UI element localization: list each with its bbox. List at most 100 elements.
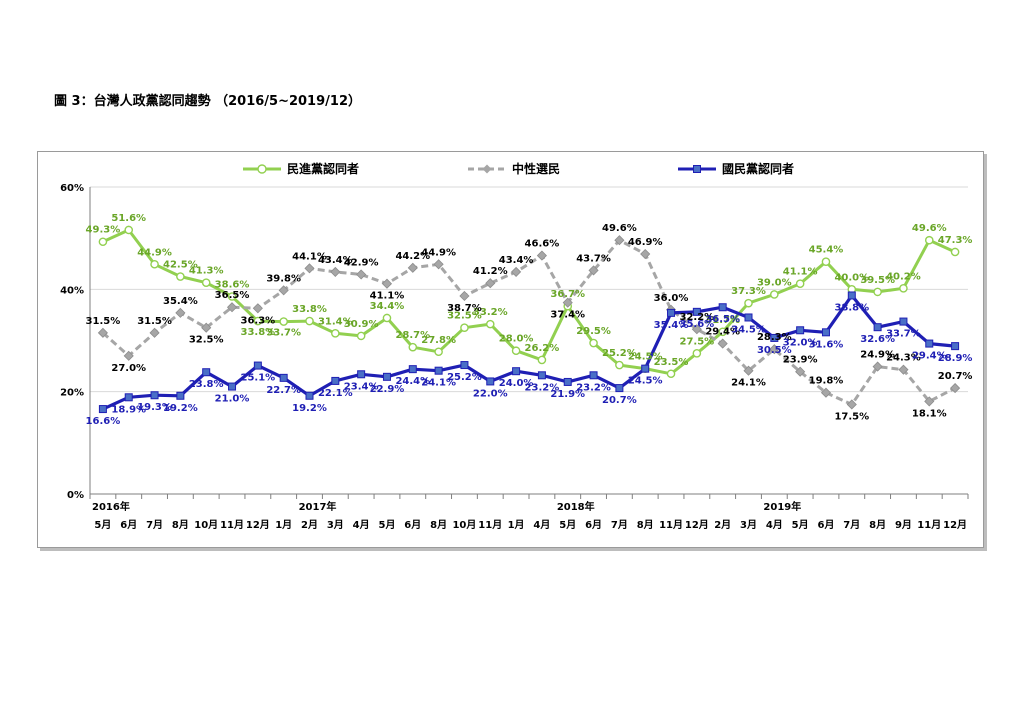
- x-tick-label: 1月: [508, 519, 525, 531]
- data-label: 16.6%: [86, 416, 121, 427]
- data-point: [408, 342, 418, 352]
- data-point: [950, 383, 961, 394]
- data-point: [640, 248, 651, 260]
- data-label: 31.5%: [137, 316, 172, 327]
- data-label: 36.3%: [241, 315, 276, 326]
- data-label: 21.0%: [215, 394, 250, 405]
- data-label: 41.1%: [783, 267, 818, 278]
- data-point: [123, 350, 134, 361]
- data-label: 42.9%: [344, 257, 379, 268]
- x-year-label: 2019年: [763, 500, 801, 513]
- data-label: 29.4%: [912, 351, 947, 362]
- data-label: 41.2%: [473, 266, 508, 277]
- data-point: [615, 360, 624, 370]
- x-axis: 5月 6月 7月 8月 10月 11月 12月 1月 2月 3月 4月 5月 6月 8月 10月 11月 1月 4…: [89, 493, 969, 531]
- data-label: 37.3%: [731, 286, 766, 297]
- data-label: 35.4%: [654, 320, 689, 331]
- x-tick-label: 8月: [869, 519, 886, 531]
- data-label: 33.8%: [292, 304, 327, 315]
- data-label: 49.3%: [86, 225, 121, 236]
- data-point: [537, 355, 547, 365]
- y-tick-label: 20%: [60, 388, 84, 399]
- data-point: [408, 365, 417, 374]
- data-label: 44.2%: [395, 251, 430, 262]
- data-point: [460, 323, 469, 333]
- y-tick-label: 0%: [67, 490, 84, 501]
- data-label: 24.1%: [731, 378, 766, 389]
- data-label: 47.3%: [938, 235, 973, 246]
- x-tick-label: 6月: [585, 519, 602, 531]
- data-label: 32.0%: [783, 337, 818, 348]
- x-year-label: 2017年: [299, 500, 337, 513]
- party-identification-line-chart: 0%20%40%60% 5月 6月 7月 8月 10月 11月 12月 1月 2月 3月 4月 5月 6…: [60, 161, 973, 531]
- y-tick-label: 40%: [60, 285, 84, 296]
- data-point: [253, 361, 262, 370]
- data-label: 29.4%: [705, 327, 740, 338]
- x-tick-label: 4月: [533, 519, 550, 531]
- data-point: [97, 327, 108, 338]
- data-label: 41.1%: [370, 291, 405, 302]
- x-tick-label: 12月: [943, 519, 967, 531]
- data-label: 32.2%: [680, 312, 715, 323]
- data-label: 24.3%: [886, 353, 921, 364]
- data-label: 31.6%: [809, 339, 844, 350]
- data-label: 24.5%: [628, 352, 663, 363]
- series-lines: [101, 228, 956, 411]
- data-label: 37.4%: [550, 310, 585, 321]
- data-point: [227, 292, 237, 301]
- data-point: [357, 370, 366, 379]
- data-point: [226, 302, 238, 313]
- data-label: 18.1%: [912, 408, 947, 419]
- x-tick-label: 8月: [637, 519, 654, 531]
- data-label: 49.6%: [602, 223, 637, 234]
- data-label: 31.7%: [705, 315, 740, 326]
- data-point: [820, 387, 832, 398]
- legend-marker: [257, 164, 267, 174]
- data-label: 23.8%: [189, 379, 224, 390]
- data-point: [821, 328, 830, 337]
- x-tick-label: 7月: [146, 519, 163, 531]
- data-label: 39.8%: [266, 273, 301, 284]
- data-point: [305, 316, 314, 326]
- data-label: 32.5%: [189, 335, 224, 346]
- x-tick-label: 5月: [94, 519, 111, 531]
- data-label: 42.5%: [163, 260, 198, 271]
- data-point: [150, 391, 159, 400]
- data-label: 32.5%: [447, 311, 482, 322]
- data-point: [331, 376, 340, 385]
- data-point: [692, 348, 702, 358]
- data-label: 28.9%: [938, 353, 973, 364]
- data-label: 19.2%: [292, 403, 327, 414]
- data-point: [769, 344, 780, 355]
- data-point: [589, 338, 598, 348]
- data-point: [305, 391, 314, 400]
- data-point: [536, 250, 547, 261]
- data-point: [717, 338, 728, 349]
- data-label: 31.4%: [318, 316, 353, 327]
- data-label: 19.2%: [163, 403, 198, 414]
- x-tick-label: 4月: [353, 519, 370, 531]
- data-label: 21.9%: [550, 389, 585, 400]
- data-label: 40.0%: [834, 272, 869, 283]
- data-label: 36.0%: [654, 293, 689, 304]
- data-label: 44.9%: [137, 247, 172, 258]
- data-label: 28.7%: [395, 330, 430, 341]
- data-point: [770, 333, 779, 342]
- data-label: 23.2%: [525, 382, 560, 393]
- x-tick-label: 12月: [246, 519, 270, 531]
- data-point: [407, 262, 418, 273]
- data-label: 23.9%: [783, 355, 818, 366]
- data-point: [175, 307, 186, 318]
- data-point: [589, 371, 598, 380]
- data-label: 32.6%: [860, 334, 895, 345]
- x-tick-label: 11月: [220, 519, 244, 531]
- gridlines: [90, 186, 968, 393]
- data-label: 22.9%: [370, 384, 405, 395]
- data-point: [795, 366, 806, 377]
- data-point: [743, 365, 754, 376]
- data-label: 19.8%: [809, 376, 844, 387]
- data-point: [511, 346, 521, 356]
- data-label: 36.7%: [550, 289, 585, 300]
- data-point: [846, 399, 857, 410]
- x-tick-label: 7月: [843, 519, 860, 531]
